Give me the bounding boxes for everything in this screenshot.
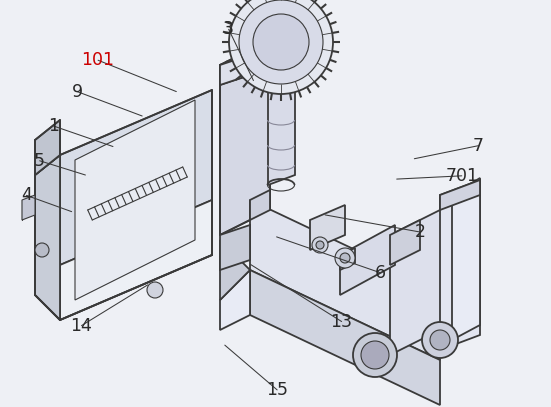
Circle shape [229,0,333,94]
Polygon shape [250,270,440,405]
Polygon shape [340,248,355,270]
Polygon shape [75,100,195,300]
Text: 13: 13 [331,313,353,330]
Text: 701: 701 [445,167,478,185]
Text: 5: 5 [34,152,45,170]
Circle shape [430,330,450,350]
Polygon shape [22,195,35,220]
Circle shape [312,237,328,253]
Circle shape [253,14,309,70]
Polygon shape [268,75,295,185]
Polygon shape [60,90,212,265]
Polygon shape [250,200,440,360]
Polygon shape [220,240,250,300]
Circle shape [147,282,163,298]
Circle shape [353,333,397,377]
Polygon shape [452,178,480,340]
Polygon shape [310,205,345,250]
Text: 101: 101 [82,51,115,69]
Circle shape [422,322,458,358]
Polygon shape [35,155,60,320]
Polygon shape [60,200,212,320]
Polygon shape [220,270,250,330]
Text: 7: 7 [473,137,484,155]
Text: 1: 1 [48,117,60,135]
Text: 3: 3 [223,20,234,38]
Circle shape [35,243,49,257]
Text: 14: 14 [71,317,93,335]
Polygon shape [390,220,420,265]
Text: 6: 6 [375,264,386,282]
Circle shape [335,248,355,268]
Circle shape [316,241,324,249]
Polygon shape [250,190,270,220]
Circle shape [361,341,389,369]
Circle shape [340,253,350,263]
Polygon shape [220,35,310,85]
Text: 2: 2 [414,223,425,241]
Polygon shape [220,40,270,235]
Polygon shape [220,225,250,270]
Text: 15: 15 [266,381,288,399]
Circle shape [239,0,323,84]
Polygon shape [440,180,480,210]
Text: 4: 4 [21,186,32,204]
Polygon shape [390,205,450,355]
Text: 9: 9 [72,83,83,101]
Polygon shape [270,28,300,60]
Polygon shape [440,180,480,350]
Polygon shape [340,225,395,295]
Polygon shape [35,120,60,175]
